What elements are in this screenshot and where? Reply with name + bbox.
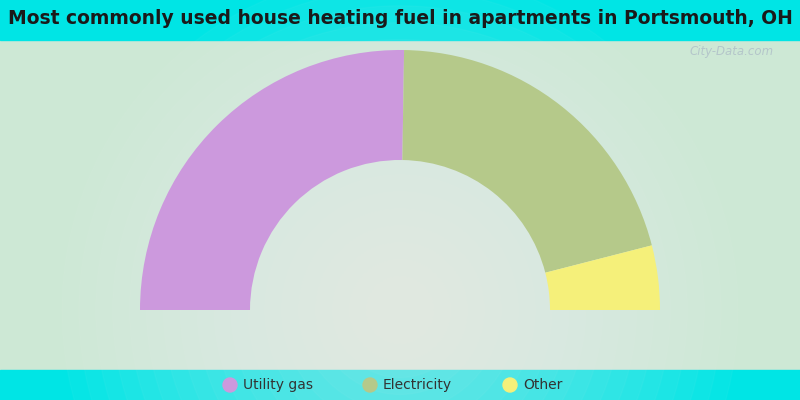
Wedge shape [140,50,404,310]
Circle shape [363,378,377,392]
Text: Electricity: Electricity [383,378,452,392]
Bar [0,0,800,40]
Wedge shape [546,245,660,310]
Text: Other: Other [523,378,562,392]
Wedge shape [402,50,652,273]
Circle shape [223,378,237,392]
Bar [0,40,800,370]
Text: Utility gas: Utility gas [243,378,313,392]
Text: Most commonly used house heating fuel in apartments in Portsmouth, OH: Most commonly used house heating fuel in… [7,8,793,28]
Bar [0,370,800,400]
Circle shape [503,378,517,392]
Text: City-Data.com: City-Data.com [690,45,774,58]
